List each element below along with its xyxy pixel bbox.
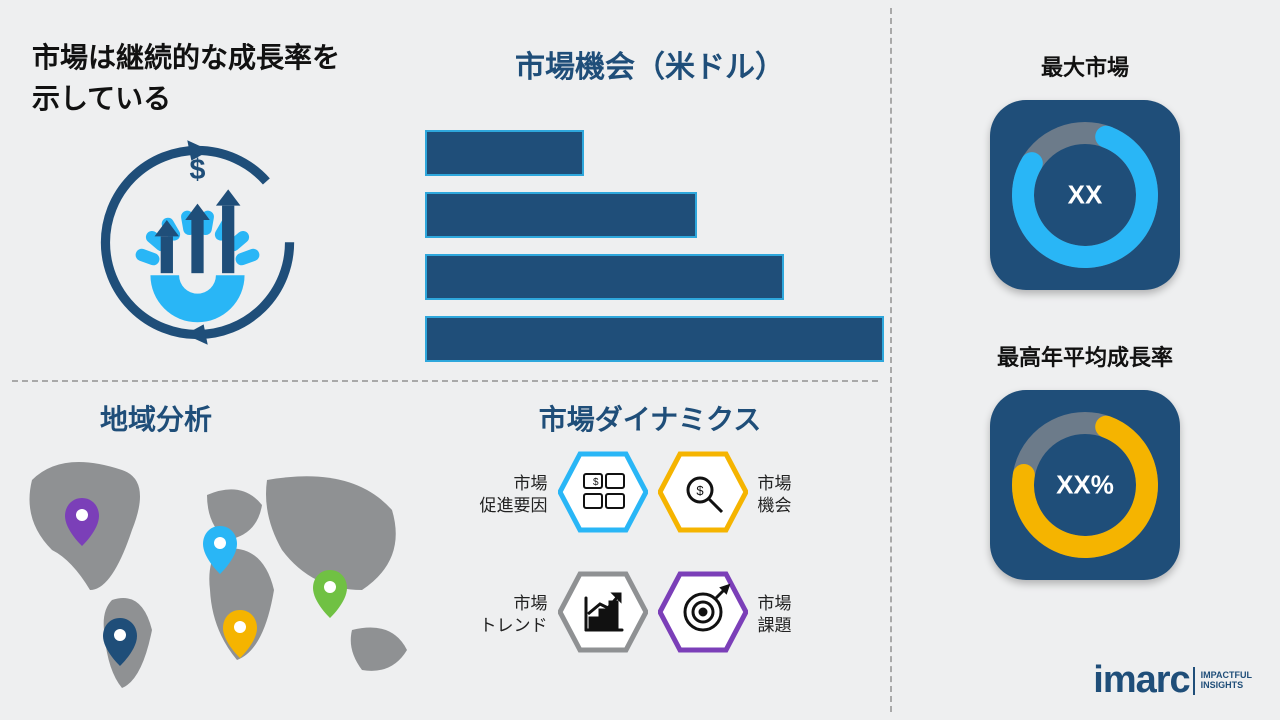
opportunity-bar [425,130,584,176]
dynamics-label: 市場課題 [758,593,792,637]
market-dynamics-title: 市場ダイナミクス [440,398,860,438]
dynamics-label: 市場機会 [758,473,792,517]
svg-text:$: $ [593,477,599,488]
market-opportunity-bar-chart [425,130,884,378]
market-dynamics-grid: 市場促進要因 $ $ 市場機会市場トレンド [420,450,885,660]
opportunity-bar [425,316,884,362]
svg-text:$: $ [696,483,704,498]
dynamics-item: 市場促進要因 $ [420,450,648,540]
opportunity-bar [425,192,697,238]
logo-separator [1193,667,1195,695]
vertical-divider [890,8,892,712]
market-opportunity-title: 市場機会（米ドル） [440,42,860,86]
dynamics-hex-icon: $ [658,450,748,540]
map-pin-icon [313,570,347,618]
highest-cagr-value: XX% [990,470,1180,501]
largest-market-title: 最大市場 [905,50,1265,82]
largest-market-value: XX [990,180,1180,211]
dynamics-label: 市場トレンド [480,593,548,637]
dynamics-hex-icon [558,570,648,660]
logo-tagline: IMPACTFUL INSIGHTS [1201,671,1252,691]
growth-title: 市場は継続的な成長率を示している [32,38,362,119]
highest-cagr-title: 最高年平均成長率 [905,340,1265,372]
map-pin-icon [223,610,257,658]
dynamics-item: 市場トレンド [420,570,648,660]
imarc-logo: imarc IMPACTFUL INSIGHTS [1093,659,1252,702]
dynamics-item: $ 市場機会 [658,450,886,540]
dynamics-hex-icon [658,570,748,660]
right-panel: 最大市場 XX 最高年平均成長率 XX% [905,50,1265,580]
opportunity-bar [425,254,784,300]
dynamics-label: 市場促進要因 [480,473,548,517]
largest-market-donut-card: XX [990,100,1180,290]
dynamics-item: 市場課題 [658,570,886,660]
regional-analysis-title: 地域分析 [100,398,212,438]
highest-cagr-donut-card: XX% [990,390,1180,580]
world-map [12,440,422,700]
infographic-page: 市場は継続的な成長率を示している $ 市場機会（米ドル） 最大市場 XX [0,0,1280,720]
world-map-icon [12,440,422,700]
dynamics-hex-icon: $ [558,450,648,540]
svg-text:$: $ [190,154,206,186]
logo-mark: imarc [1093,659,1189,702]
largest-market-block: 最大市場 XX [905,50,1265,290]
horizontal-divider [12,380,878,382]
highest-cagr-block: 最高年平均成長率 XX% [905,340,1265,580]
growth-cycle-icon: $ [85,130,310,355]
